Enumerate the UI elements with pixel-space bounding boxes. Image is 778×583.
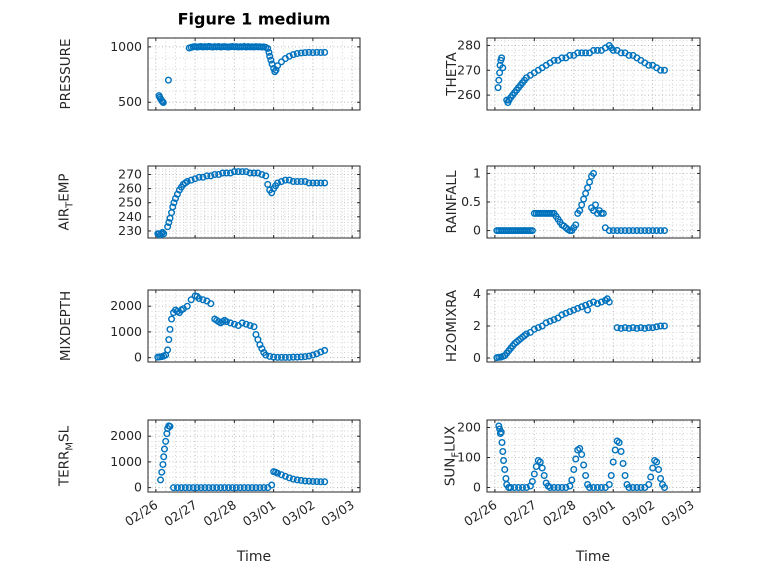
ylabel-theta: THETA	[444, 52, 460, 96]
svg-text:02/27: 02/27	[501, 497, 539, 529]
ylabel-rainfall: RAINFALL	[444, 170, 460, 234]
svg-text:0: 0	[134, 350, 142, 365]
ylabel-h2omixra: H2OMIXRA	[444, 289, 460, 363]
svg-text:02/26: 02/26	[122, 497, 160, 529]
svg-text:02/28: 02/28	[540, 497, 578, 529]
svg-text:2000: 2000	[110, 428, 142, 443]
svg-text:02/28: 02/28	[201, 497, 239, 529]
svg-text:03/03: 03/03	[318, 497, 356, 529]
svg-text:03/02: 03/02	[279, 497, 317, 529]
svg-text:1000: 1000	[110, 324, 142, 339]
svg-text:0.5: 0.5	[461, 194, 481, 209]
ylabel-mixdepth: MIXDEPTH	[58, 290, 74, 362]
svg-text:1: 1	[473, 165, 481, 180]
ylabel-air-temp: AIRTEMP	[56, 173, 76, 231]
svg-text:280: 280	[457, 37, 481, 52]
svg-text:0: 0	[473, 223, 481, 238]
svg-text:260: 260	[457, 87, 481, 102]
svg-text:03/03: 03/03	[658, 497, 696, 529]
ylabel-terr-msl: TERRMSL	[56, 425, 76, 487]
svg-text:100: 100	[457, 450, 481, 465]
svg-text:03/01: 03/01	[240, 497, 278, 529]
xlabel-time-left: Time	[236, 549, 272, 565]
svg-text:02/26: 02/26	[461, 497, 499, 529]
ylabel-sun-flux: SUNFLUX	[442, 425, 462, 487]
svg-text:03/02: 03/02	[619, 497, 657, 529]
figure-title: Figure 1 medium	[177, 9, 331, 29]
xlabel-time-right: Time	[575, 549, 611, 565]
svg-text:03/01: 03/01	[579, 497, 617, 529]
svg-text:270: 270	[118, 166, 142, 181]
svg-text:2000: 2000	[110, 298, 142, 313]
svg-text:260: 260	[118, 181, 142, 196]
svg-text:270: 270	[457, 62, 481, 77]
svg-text:1000: 1000	[110, 39, 142, 54]
svg-text:0: 0	[473, 350, 481, 365]
svg-text:1000: 1000	[110, 454, 142, 469]
svg-text:230: 230	[118, 223, 142, 238]
svg-text:200: 200	[457, 420, 481, 435]
svg-text:0: 0	[473, 480, 481, 495]
svg-text:250: 250	[118, 195, 142, 210]
svg-text:0: 0	[134, 480, 142, 495]
svg-text:02/27: 02/27	[161, 497, 199, 529]
svg-text:4: 4	[473, 286, 481, 301]
svg-text:2: 2	[473, 318, 481, 333]
svg-text:240: 240	[118, 209, 142, 224]
ylabel-pressure: PRESSURE	[58, 38, 74, 110]
svg-text:500: 500	[118, 94, 142, 109]
